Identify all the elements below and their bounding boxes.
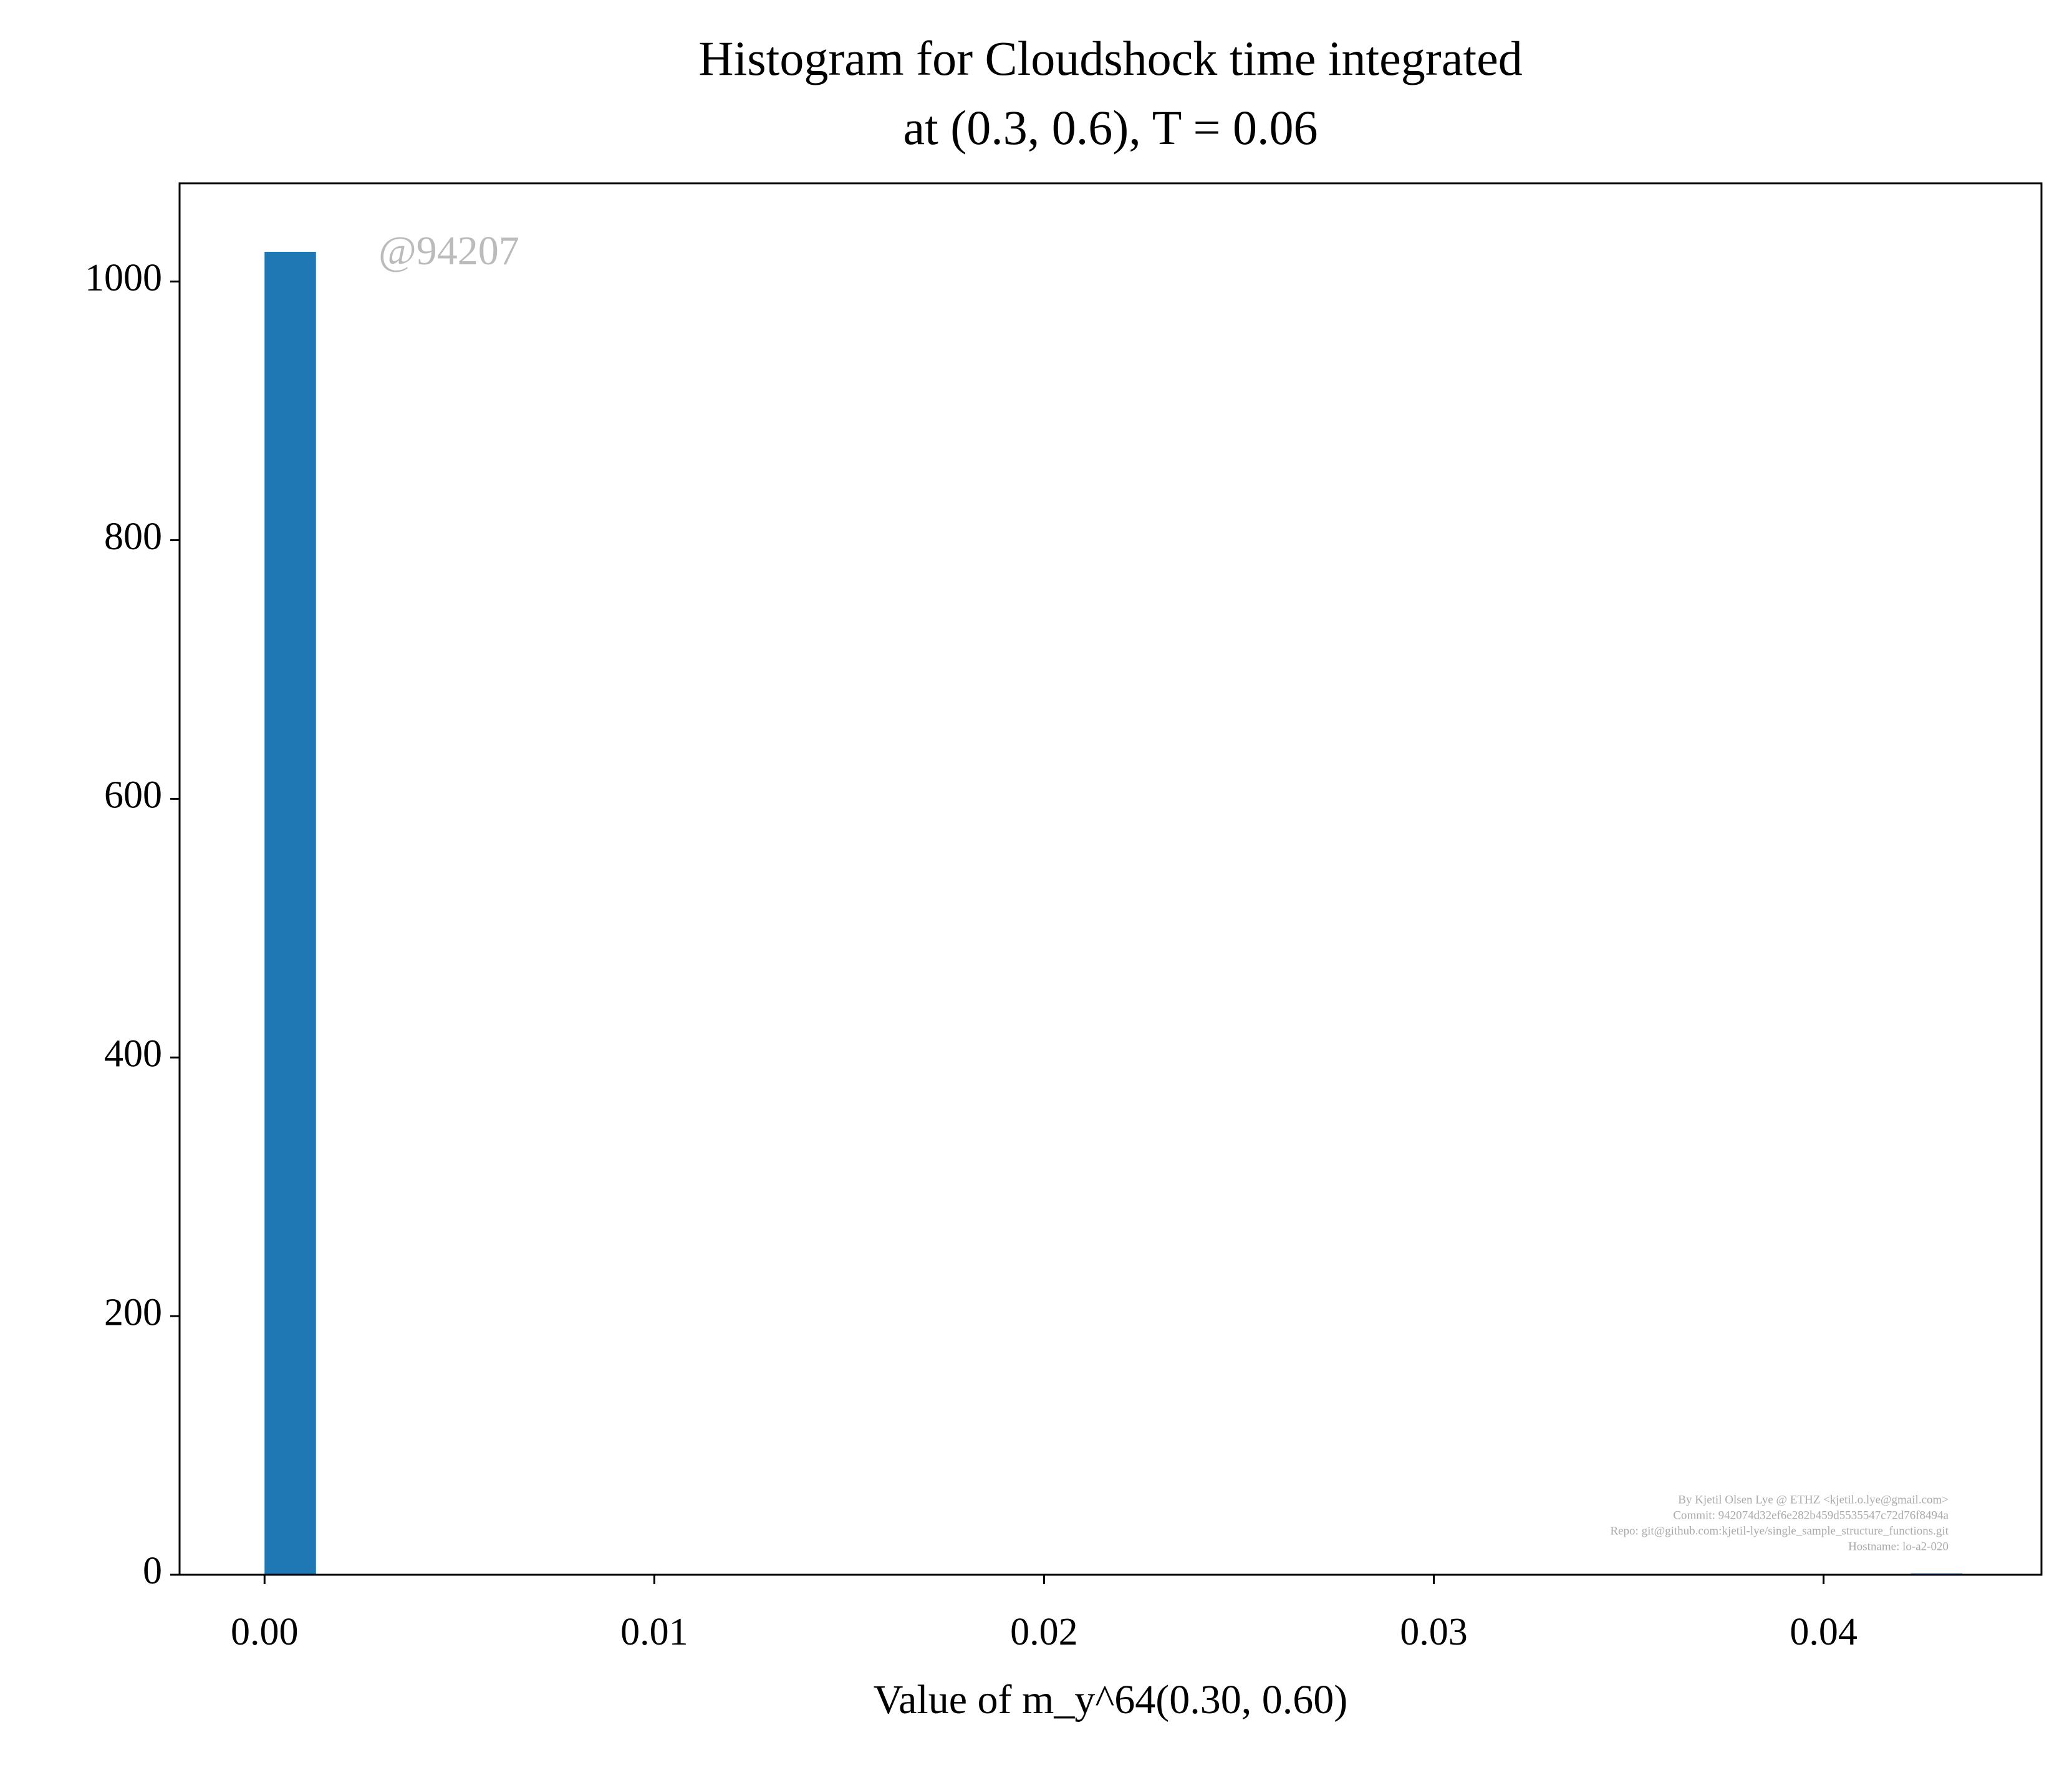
x-axis-label: Value of m_y^64(0.30, 0.60) bbox=[874, 1677, 1348, 1723]
plot-frame bbox=[178, 182, 2043, 1576]
y-tick-label: 200 bbox=[104, 1291, 162, 1333]
x-tick-label: 0.04 bbox=[1790, 1611, 1858, 1653]
chart-title: at (0.3, 0.6), T = 0.06 bbox=[903, 100, 1318, 155]
chart-title: Histogram for Cloudshock time integrated bbox=[698, 31, 1522, 85]
watermark: @94207 bbox=[378, 228, 519, 274]
y-tick-label: 600 bbox=[104, 774, 162, 817]
x-tick-label: 0.03 bbox=[1400, 1611, 1468, 1653]
footer-note: By Kjetil Olsen Lye @ ETHZ <kjetil.o.lye… bbox=[1678, 1493, 1949, 1506]
footer-note: Commit: 942074d32ef6e282b459d5535547c72d… bbox=[1673, 1509, 1949, 1522]
y-tick-label: 800 bbox=[104, 516, 162, 558]
bar bbox=[264, 251, 316, 1575]
footer-note: Repo: git@github.com:kjetil-lye/single_s… bbox=[1610, 1524, 1949, 1537]
y-tick-label: 400 bbox=[104, 1032, 162, 1075]
y-tick-label: 0 bbox=[143, 1550, 162, 1592]
x-tick-label: 0.00 bbox=[231, 1611, 299, 1653]
y-tick-label: 1000 bbox=[85, 257, 162, 299]
footer-note: Hostname: lo-a2-020 bbox=[1848, 1540, 1949, 1553]
x-tick-label: 0.02 bbox=[1010, 1611, 1078, 1653]
x-tick-label: 0.01 bbox=[620, 1611, 688, 1653]
